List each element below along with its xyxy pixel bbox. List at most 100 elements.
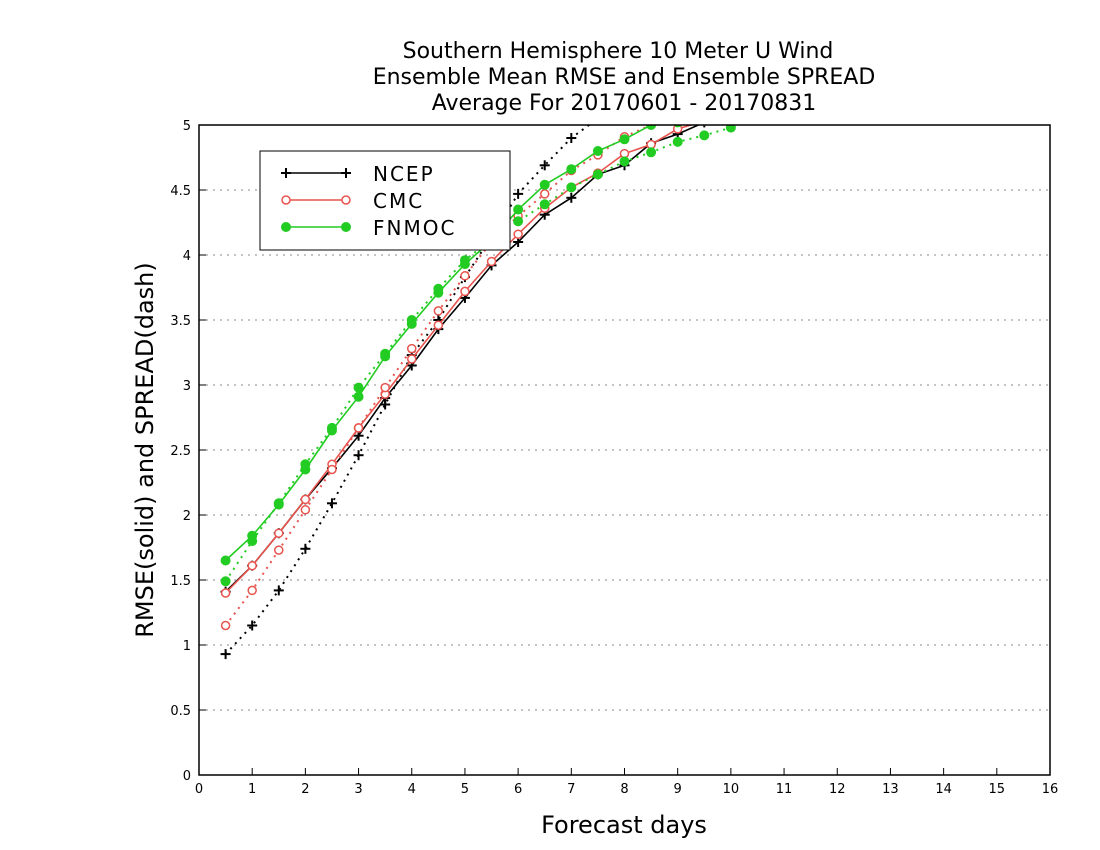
point-cmc-spread <box>407 343 417 354</box>
legend-label-cmc: CMC <box>373 189 424 213</box>
point-fnmoc-spread <box>247 536 258 546</box>
legend-marker-ncep <box>341 168 351 178</box>
point-cmc-rmse <box>513 229 523 239</box>
point-cmc-spread <box>433 306 444 316</box>
point-ncep-spread <box>353 450 364 461</box>
y-tick-label: 5 <box>183 119 191 134</box>
point-cmc-rmse <box>300 494 311 505</box>
y-tick-label: 2.5 <box>170 444 191 459</box>
point-fnmoc-spread <box>539 199 550 210</box>
point-cmc-rmse <box>247 560 257 571</box>
x-tick-label: 15 <box>989 782 1006 797</box>
point-cmc-rmse <box>460 286 470 297</box>
point-fnmoc-rmse <box>513 204 524 215</box>
title-line-1: Southern Hemisphere 10 Meter U Wind <box>403 39 834 64</box>
x-tick-label: 5 <box>461 782 469 797</box>
point-fnmoc-spread <box>406 315 417 325</box>
point-ncep-spread <box>273 585 284 596</box>
grid <box>199 189 1050 711</box>
x-tick-label: 4 <box>408 782 416 797</box>
x-tick-label: 10 <box>723 782 740 797</box>
x-tick-label: 7 <box>567 782 575 797</box>
legend-label-fnmoc: FNMOC <box>373 216 456 240</box>
point-ncep-rmse <box>703 125 706 128</box>
x-tick-label: 16 <box>1042 782 1059 797</box>
point-fnmoc-spread <box>326 422 337 433</box>
x-tick-label: 2 <box>301 782 309 797</box>
y-tick-label: 0 <box>183 769 191 784</box>
legend-marker-fnmoc <box>341 222 351 232</box>
point-cmc-rmse <box>220 588 231 598</box>
point-fnmoc-spread <box>513 216 524 227</box>
point-cmc-spread <box>247 585 257 596</box>
point-ncep-spread <box>513 188 524 199</box>
point-fnmoc-rmse <box>539 179 550 190</box>
point-cmc-spread <box>460 271 470 281</box>
x-tick-label: 12 <box>829 782 846 797</box>
point-fnmoc-spread <box>300 459 311 470</box>
point-cmc-spread <box>300 505 311 515</box>
x-tick-label: 11 <box>776 782 793 797</box>
point-cmc-spread <box>353 423 364 433</box>
point-cmc-rmse <box>407 354 417 364</box>
point-ncep-spread <box>326 498 337 509</box>
point-fnmoc-spread <box>380 348 391 359</box>
point-cmc-spread <box>380 382 390 393</box>
point-ncep-spread <box>566 133 577 143</box>
point-cmc-rmse <box>433 320 444 330</box>
x-tick-label: 0 <box>195 782 203 797</box>
legend: NCEP CMC FNMOC <box>259 150 511 251</box>
y-tick-label: 2 <box>183 509 191 524</box>
title-line-3: Average For 20170601 - 20170831 <box>432 91 817 116</box>
point-cmc-spread <box>327 464 337 475</box>
chart-title: Southern Hemisphere 10 Meter U Wind Ense… <box>373 39 876 116</box>
point-fnmoc-rmse <box>353 391 364 402</box>
x-axis-label: Forecast days <box>541 811 707 839</box>
point-fnmoc-spread <box>725 125 736 133</box>
legend-marker-cmc <box>281 195 291 205</box>
point-fnmoc-rmse <box>220 555 231 566</box>
x-tick-label: 3 <box>354 782 362 797</box>
legend-marker-fnmoc <box>281 222 291 232</box>
y-tick-label: 0.5 <box>170 704 191 719</box>
y-axis-label: RMSE(solid) and SPREAD(dash) <box>131 262 159 638</box>
point-fnmoc-spread <box>699 130 710 141</box>
point-ncep-spread <box>380 399 391 410</box>
point-fnmoc-rmse <box>619 134 630 145</box>
y-tick-label: 1 <box>183 639 191 654</box>
point-fnmoc-spread <box>353 382 364 393</box>
point-ncep-spread <box>539 160 550 171</box>
point-ncep-spread <box>300 543 311 554</box>
point-cmc-spread <box>220 620 231 631</box>
x-tick-label: 8 <box>620 782 628 797</box>
title-line-2: Ensemble Mean RMSE and Ensemble SPREAD <box>373 65 876 90</box>
point-fnmoc-rmse <box>646 125 657 130</box>
y-tick-label: 1.5 <box>170 574 191 589</box>
point-cmc-spread <box>539 189 550 199</box>
legend-marker-cmc <box>341 195 351 205</box>
point-fnmoc-spread <box>459 255 470 266</box>
point-fnmoc-rmse <box>592 146 603 156</box>
point-cmc-spread <box>274 545 284 555</box>
point-cmc-rmse <box>274 528 284 538</box>
legend-label-ncep: NCEP <box>373 162 435 186</box>
series-ncep-spread-line <box>224 125 591 655</box>
point-fnmoc-spread <box>646 147 657 158</box>
point-fnmoc-spread <box>619 156 630 167</box>
plot-area <box>220 125 736 660</box>
point-fnmoc-spread <box>220 576 231 587</box>
y-tick-label: 4.5 <box>170 184 191 199</box>
legend-marker-ncep <box>281 168 291 178</box>
y-tick-label: 3 <box>183 379 191 394</box>
point-ncep-spread <box>220 649 231 660</box>
x-tick-label: 1 <box>248 782 256 797</box>
point-fnmoc-spread <box>672 136 683 147</box>
x-tick-label: 6 <box>514 782 522 797</box>
point-ncep-spread <box>247 620 258 631</box>
x-tick-label: 13 <box>882 782 899 797</box>
y-tick-label: 4 <box>183 249 191 264</box>
point-fnmoc-spread <box>592 169 603 180</box>
x-tick-label: 14 <box>935 782 952 797</box>
point-ncep-rmse <box>566 192 577 203</box>
